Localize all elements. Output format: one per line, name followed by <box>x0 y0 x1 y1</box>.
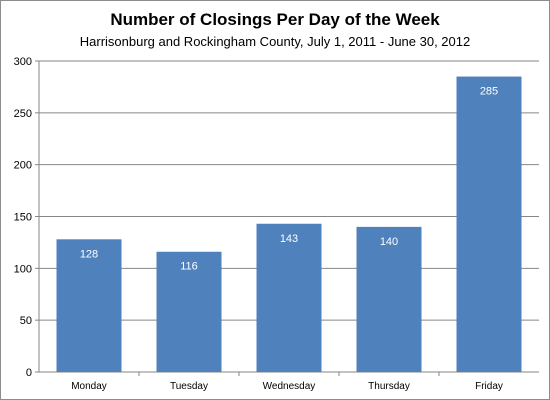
x-category-label: Friday <box>475 381 503 392</box>
bar <box>356 226 422 372</box>
x-category-label: Thursday <box>368 381 410 392</box>
bar-data-label: 143 <box>280 233 298 245</box>
y-tick-label: 300 <box>14 56 32 68</box>
bar <box>456 76 522 373</box>
x-category-label: Monday <box>71 381 107 392</box>
bar-data-label: 128 <box>80 248 98 260</box>
bar <box>56 239 122 372</box>
x-category-label: Tuesday <box>170 381 208 392</box>
y-tick-label: 100 <box>14 263 32 275</box>
y-tick-label: 50 <box>20 315 32 327</box>
y-tick-label: 150 <box>14 212 32 224</box>
bar <box>156 251 222 372</box>
x-category-label: Wednesday <box>263 381 316 392</box>
chart-title: Number of Closings Per Day of the Week <box>110 10 440 29</box>
bar <box>256 223 322 372</box>
bar-data-label: 116 <box>180 261 198 273</box>
y-tick-label: 0 <box>26 367 32 379</box>
bar-data-label: 285 <box>480 86 498 98</box>
y-tick-label: 250 <box>14 108 32 120</box>
bar-data-label: 140 <box>380 236 398 248</box>
y-tick-label: 200 <box>14 160 32 172</box>
chart-subtitle: Harrisonburg and Rockingham County, July… <box>79 34 471 49</box>
